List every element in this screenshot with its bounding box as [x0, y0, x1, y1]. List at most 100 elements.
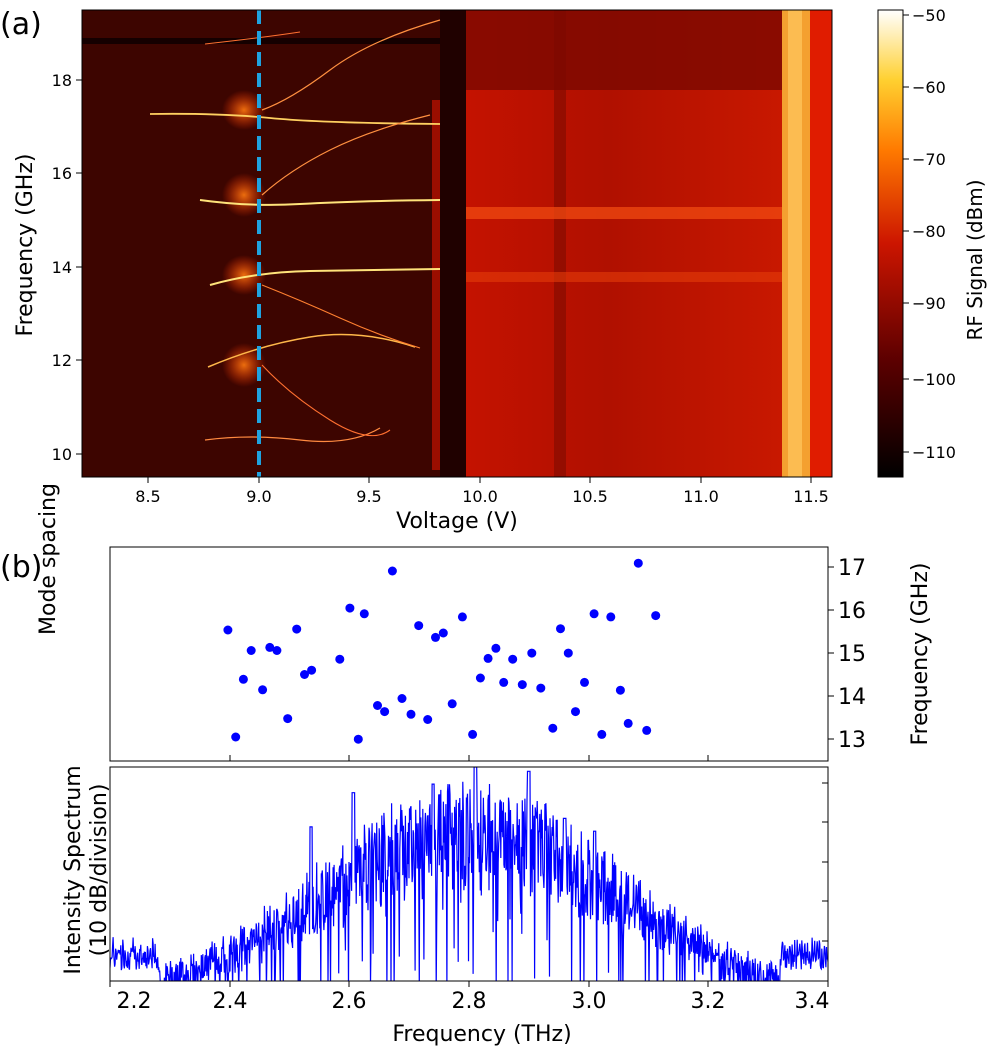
scatter-point	[292, 624, 302, 634]
right-y-axis-label: Frequency (GHz)	[908, 563, 933, 746]
colorbar-gradient	[877, 9, 904, 478]
scatter-point	[414, 621, 424, 631]
scatter-point	[380, 707, 390, 717]
mode-glow-3	[222, 173, 266, 217]
right-y-tick-label: 14	[838, 685, 866, 710]
mode-glow-4	[222, 90, 266, 130]
spectrum-y-label-line2: (10 dB/division)	[87, 784, 112, 957]
y-axis-label: Frequency (GHz)	[13, 154, 38, 337]
scatter-point	[238, 674, 248, 684]
spectrum-plot: 2.2 2.4 2.6 2.8 3.0 3.2 3.4 Frequency (T…	[61, 765, 830, 1047]
mode-line-2	[207, 333, 416, 368]
left-y-axis-label: Mode spacing	[36, 483, 61, 635]
mode-line-9	[261, 364, 391, 437]
x-tick-label: 2.8	[452, 989, 487, 1014]
scatter-point	[580, 677, 589, 687]
scatter-point	[258, 685, 268, 695]
panel-a-y-axis: 10 12 14 16 18 Frequency (GHz)	[13, 71, 82, 464]
scatter-point	[508, 654, 518, 664]
mode-line-3	[209, 268, 441, 286]
panel-b-label: (b)	[0, 550, 42, 585]
scatter-point	[345, 603, 355, 613]
x-tick-label: 8.5	[135, 487, 160, 506]
y-tick-label: 18	[52, 71, 72, 90]
spectrum-x-axis: 2.2 2.4 2.6 2.8 3.0 3.2 3.4 Frequency (T…	[109, 981, 830, 1047]
right-y-tick-label: 13	[838, 728, 866, 753]
scatter-right-axis: 13 14 15 16 17 Frequency (GHz)	[828, 556, 933, 753]
x-tick-label: 11.5	[793, 487, 829, 506]
scatter-point	[633, 558, 643, 568]
colorbar-tick-label: −90	[912, 294, 946, 313]
scatter-point	[300, 670, 309, 679]
mode-line-10	[204, 31, 301, 45]
scatter-point	[335, 654, 345, 664]
heatmap-broadband-dim-strip	[554, 10, 566, 477]
scatter-plot: 13 14 15 16 17 Frequency (GHz) Mode spac…	[36, 483, 933, 762]
scatter-point	[499, 677, 509, 687]
mode-line-5	[149, 112, 441, 125]
y-tick-label: 16	[52, 164, 72, 183]
right-y-tick-label: 16	[838, 599, 866, 624]
scatter-point	[223, 625, 233, 635]
colorbar-tick-label: −110	[912, 443, 956, 462]
scatter-point	[231, 732, 241, 742]
heatmap-band-13-7ghz	[466, 272, 782, 282]
colorbar-tick-label: −60	[912, 78, 946, 97]
scatter-frame	[109, 546, 829, 762]
heatmap-dark-region	[440, 10, 466, 477]
spectrum-line	[110, 767, 828, 981]
scatter-point	[556, 624, 565, 634]
scatter-point	[265, 642, 275, 652]
scatter-point	[307, 665, 317, 675]
mode-line-7	[261, 114, 431, 196]
scatter-points	[223, 558, 661, 744]
scatter-point	[642, 725, 652, 735]
scatter-point	[475, 673, 485, 683]
x-tick-label: 11.0	[683, 487, 719, 506]
y-tick-label: 10	[52, 445, 72, 464]
mode-line-1	[204, 427, 381, 443]
scatter-point	[563, 648, 573, 658]
scatter-point	[373, 701, 382, 710]
scatter-point	[468, 729, 478, 739]
scatter-point	[589, 609, 599, 619]
mode-glow-1	[222, 343, 266, 387]
scatter-point	[615, 685, 625, 695]
heatmap-bright-stripe	[432, 100, 440, 470]
y-tick-label: 12	[52, 351, 72, 370]
mode-line-8	[261, 284, 421, 349]
heatmap-band-15ghz	[466, 207, 782, 219]
scatter-point	[272, 646, 282, 655]
mode-line-4	[199, 199, 441, 206]
heatmap-upper-dim-band	[466, 10, 782, 90]
mode-glow-2	[222, 255, 266, 295]
scatter-point	[283, 714, 293, 724]
x-tick-label: 2.4	[213, 989, 248, 1014]
scatter-point	[606, 612, 616, 622]
scatter-point	[548, 723, 558, 733]
scatter-point	[431, 632, 440, 642]
x-tick-label: 3.0	[572, 989, 607, 1014]
x-tick-label: 10.0	[462, 487, 498, 506]
scatter-point	[397, 694, 407, 703]
spectrum-y-ticks	[822, 782, 828, 942]
colorbar: −50 −60 −70 −80 −90 −100 −110 RF Signal …	[877, 6, 987, 478]
scatter-point	[651, 611, 661, 621]
colorbar-tick-label: −70	[912, 150, 946, 169]
scatter-point	[457, 612, 467, 622]
scatter-point	[246, 646, 256, 655]
scatter-point	[491, 643, 501, 653]
scatter-point	[447, 699, 457, 709]
x-tick-label: 3.4	[795, 989, 830, 1014]
x-axis-label: Frequency (THz)	[392, 1022, 571, 1047]
x-tick-label: 3.2	[691, 989, 726, 1014]
x-tick-label: 10.5	[572, 487, 608, 506]
y-tick-label: 14	[52, 258, 72, 277]
scatter-x-ticks	[229, 755, 709, 761]
x-axis-label: Voltage (V)	[396, 509, 518, 534]
spectrum-y-label-line1: Intensity Spectrum	[61, 765, 86, 974]
scatter-point	[623, 718, 633, 728]
scatter-point	[406, 709, 416, 719]
scatter-point	[517, 680, 527, 690]
